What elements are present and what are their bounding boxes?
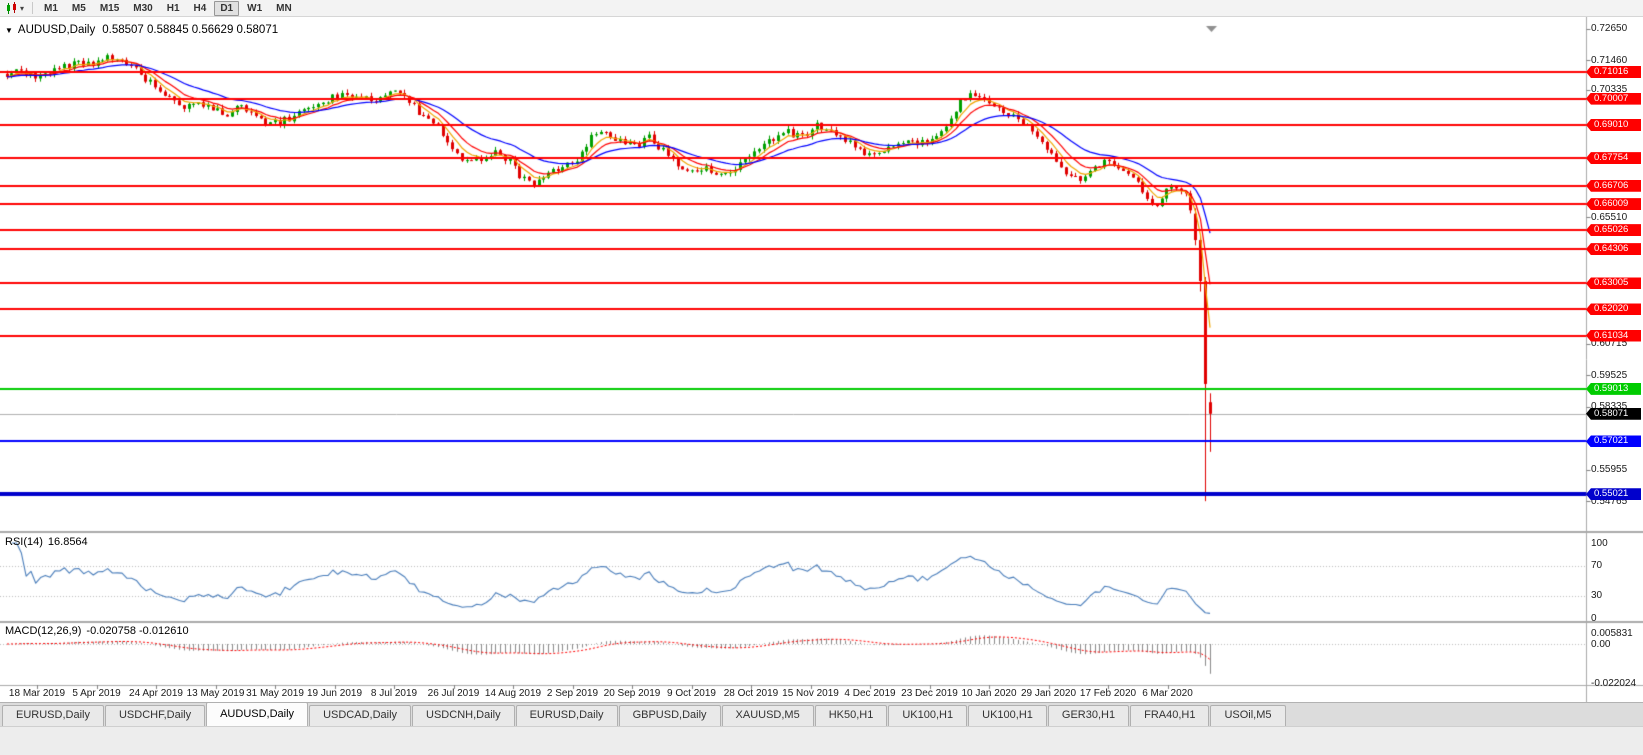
macd-values: -0.020758 -0.012610 [86,625,189,637]
rsi-indicator-label: RSI(14) 16.8564 [5,536,88,548]
chart-tab-4-usdcnh-daily[interactable]: USDCNH,Daily [412,705,515,726]
price-chart-canvas[interactable] [0,17,1643,702]
chart-tab-13-usoil-m5[interactable]: USOil,M5 [1210,705,1286,726]
chart-symbol-period: AUDUSD,Daily [17,24,96,36]
chart-tab-2-audusd-daily[interactable]: AUDUSD,Daily [206,702,309,726]
timeframe-button-d1[interactable]: D1 [214,0,240,16]
one-click-collapse-icon[interactable]: ▼ [5,25,13,35]
status-bar [0,726,1643,755]
timeframe-button-m5[interactable]: M5 [66,1,92,16]
timeframe-button-m1[interactable]: M1 [38,1,64,16]
timeframe-button-m30[interactable]: M30 [127,1,158,16]
timeframe-button-m15[interactable]: M15 [94,1,125,16]
timeframe-buttons: M1 M5 M15 M30 H1 H4 D1 W1 MN [38,0,298,16]
timeframe-button-h1[interactable]: H1 [161,1,186,16]
timeframe-button-w1[interactable]: W1 [241,1,268,16]
chart-tab-0-eurusd-daily[interactable]: EURUSD,Daily [2,705,104,726]
chart-tab-7-xauusd-m5[interactable]: XAUUSD,M5 [721,705,814,726]
chart-tab-10-uk100-h1[interactable]: UK100,H1 [968,705,1047,726]
chart-type-icon[interactable] [4,1,20,15]
chart-tab-5-eurusd-daily[interactable]: EURUSD,Daily [515,705,618,726]
chart-tab-8-hk50-h1[interactable]: HK50,H1 [814,705,888,726]
rsi-value: 16.8564 [47,536,88,548]
macd-indicator-label: MACD(12,26,9) -0.020758 -0.012610 [5,625,189,637]
timeframe-button-h4[interactable]: H4 [188,1,213,16]
rsi-name: RSI(14) [5,536,43,548]
timeframe-toolbar: ▾ M1 M5 M15 M30 H1 H4 D1 W1 MN [0,0,1643,17]
toolbar-separator [32,2,34,14]
chart-tab-12-fra40-h1[interactable]: FRA40,H1 [1130,705,1210,726]
timeframe-button-mn[interactable]: MN [270,1,298,16]
macd-name: MACD(12,26,9) [5,625,82,637]
chart-tab-bar: EURUSD,Daily USDCHF,Daily AUDUSD,Daily USDC… [0,702,1643,726]
chart-tab-6-gbpusd-daily[interactable]: GBPUSD,Daily [618,705,721,726]
chart-title: ▼ AUDUSD,Daily 0.58507 0.58845 0.56629 0… [5,24,278,36]
chart-tab-1-usdchf-daily[interactable]: USDCHF,Daily [104,705,206,726]
chart-ohlc-values: 0.58507 0.58845 0.56629 0.58071 [102,24,279,36]
chart-tab-9-uk100-h1[interactable]: UK100,H1 [888,705,968,726]
chart-type-dropdown-caret-icon[interactable]: ▾ [20,3,25,13]
chart-tab-11-ger30-h1[interactable]: GER30,H1 [1047,705,1130,726]
chart-tab-3-usdcad-daily[interactable]: USDCAD,Daily [309,705,412,726]
chart-window: 0.72650 0.71460 0.70335 0.65510 0.60715 0.595… [0,17,1643,702]
